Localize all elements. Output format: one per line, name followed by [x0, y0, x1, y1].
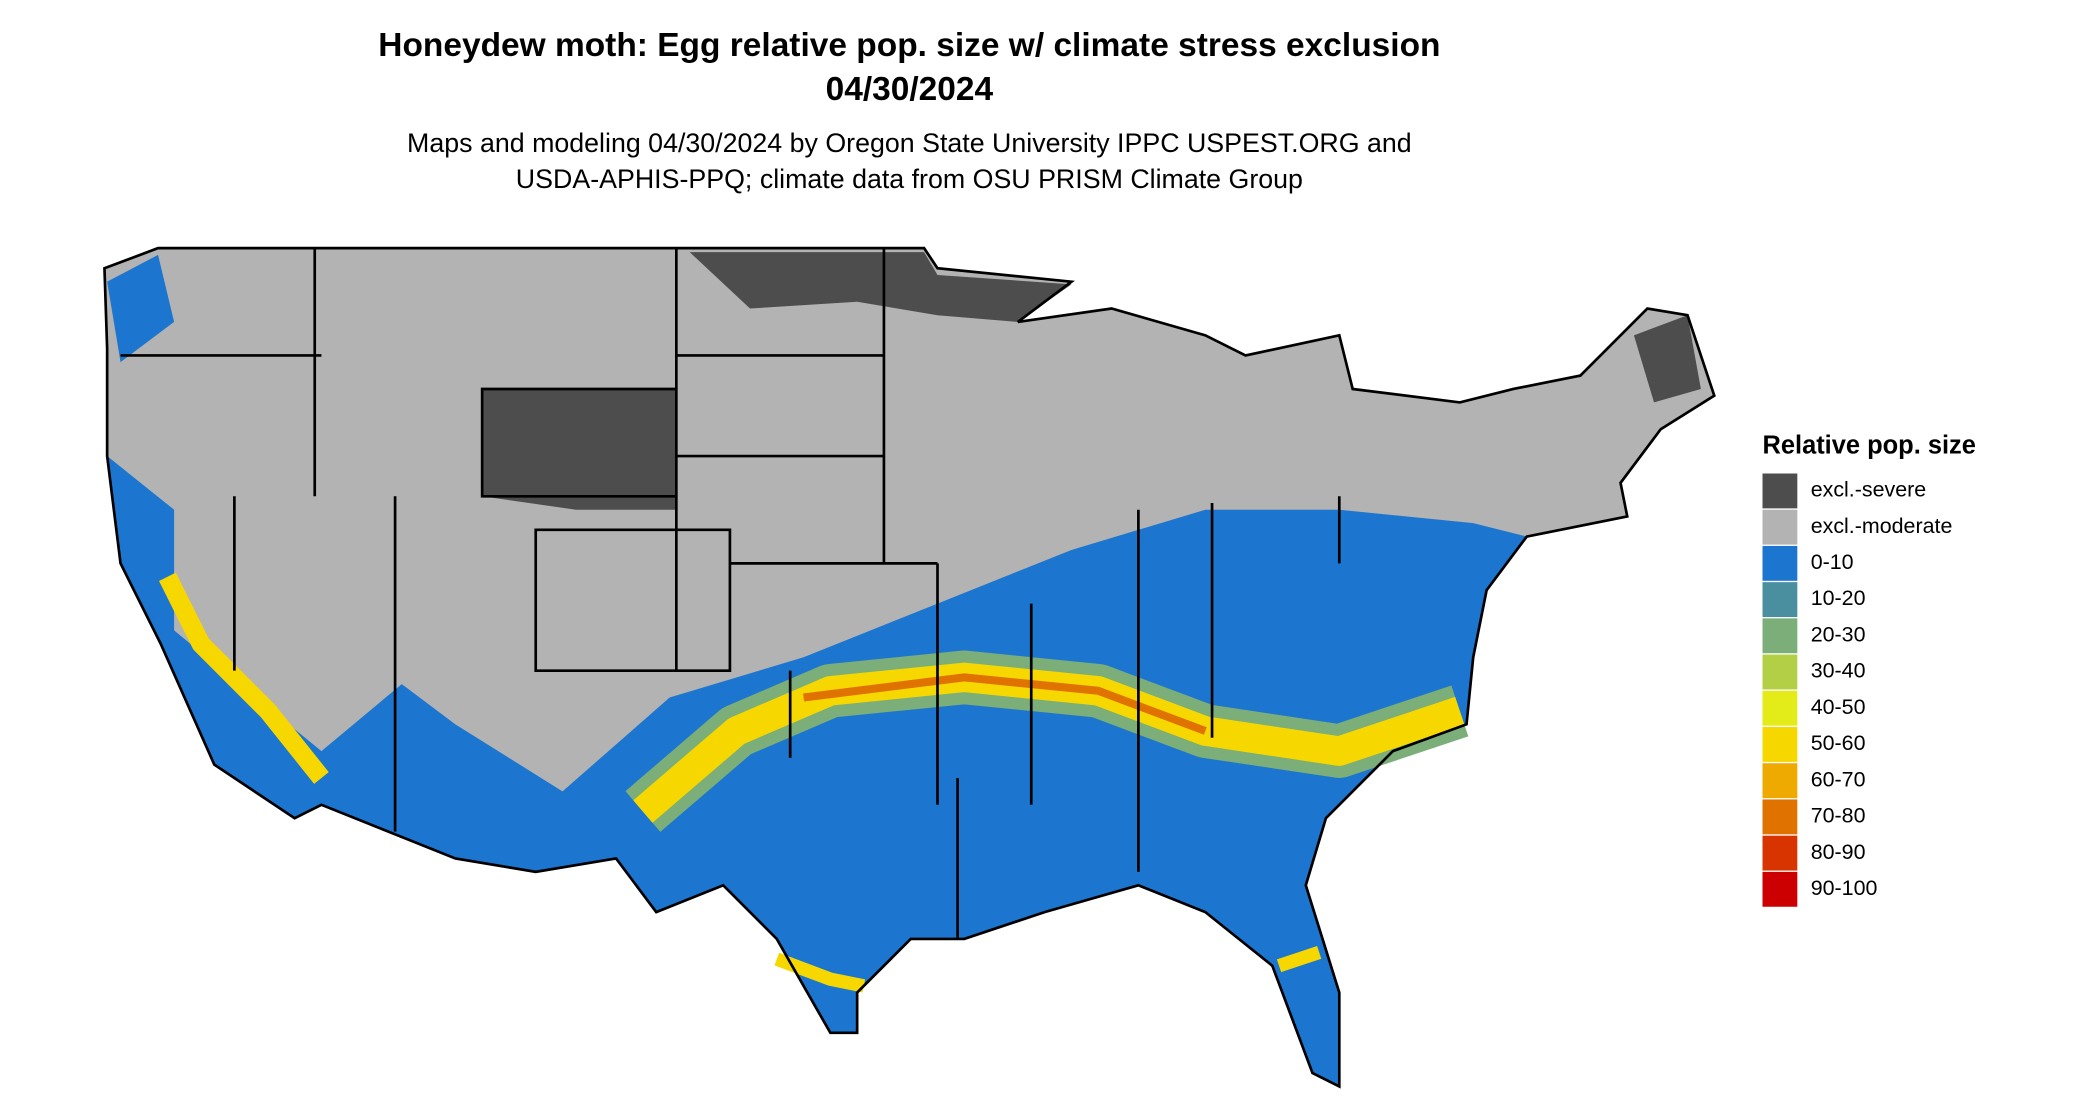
suitable-band — [774, 952, 866, 993]
legend-label: 20-30 — [1811, 622, 1866, 646]
suitable-band — [159, 572, 329, 784]
legend-label: 40-50 — [1811, 695, 1866, 719]
legend-label: 60-70 — [1811, 767, 1866, 791]
us-map — [103, 246, 1716, 1089]
legend-swatch — [1762, 835, 1798, 871]
legend-label: 70-80 — [1811, 804, 1866, 828]
legend-swatch — [1762, 727, 1798, 762]
legend-label: 30-40 — [1811, 659, 1866, 683]
suitable-band — [1276, 945, 1322, 973]
subtitle: Maps and modeling 04/30/2024 by Oregon S… — [407, 128, 1412, 158]
subtitle: USDA-APHIS-PPQ; climate data from OSU PR… — [516, 164, 1303, 194]
us-border — [103, 246, 1716, 1089]
legend-swatch — [1762, 690, 1798, 726]
legend-swatch — [1762, 545, 1798, 581]
legend-label: 80-90 — [1811, 840, 1866, 864]
legend-label: 50-60 — [1811, 731, 1866, 755]
legend-label: 10-20 — [1811, 586, 1866, 610]
legend-label: excl.-moderate — [1811, 514, 1953, 538]
legend-label: excl.-severe — [1811, 478, 1926, 502]
legend-swatch — [1762, 654, 1798, 690]
legend-swatch — [1762, 871, 1798, 907]
title: Honeydew moth: Egg relative pop. size w/… — [378, 27, 1440, 64]
legend-swatch — [1762, 618, 1798, 654]
legend-swatch — [1762, 582, 1798, 618]
severe-area — [1633, 315, 1701, 403]
legend-swatch — [1762, 473, 1798, 509]
state-borders — [120, 248, 1341, 939]
severe-area — [482, 388, 677, 510]
legend-swatch — [1762, 509, 1798, 545]
low-area — [107, 456, 1527, 1087]
legend-swatch — [1762, 799, 1798, 835]
legend: Relative pop. size excl.-severe excl.-mod… — [1762, 431, 1976, 907]
legend-label: 90-100 — [1811, 876, 1878, 900]
legend-label: 0-10 — [1811, 550, 1854, 574]
low-area — [107, 254, 175, 363]
severe-area — [689, 252, 1072, 322]
legend-title: Relative pop. size — [1763, 431, 1976, 459]
legend-swatch — [1762, 763, 1798, 799]
date: 04/30/2024 — [826, 71, 994, 108]
